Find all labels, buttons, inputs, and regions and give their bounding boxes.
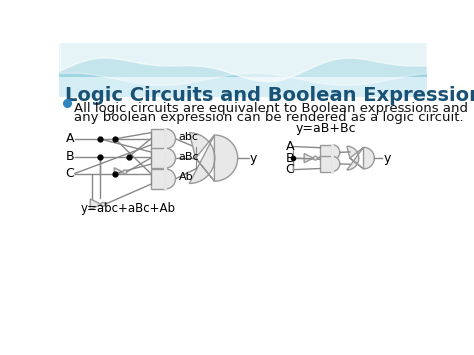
Polygon shape xyxy=(347,146,374,170)
Text: A: A xyxy=(65,132,74,145)
Circle shape xyxy=(123,170,127,174)
Circle shape xyxy=(313,156,317,160)
Text: C: C xyxy=(65,167,74,180)
Text: y: y xyxy=(250,152,257,165)
Text: abc: abc xyxy=(179,132,199,142)
Text: C: C xyxy=(285,163,294,176)
Text: A: A xyxy=(285,140,294,153)
Polygon shape xyxy=(189,133,237,184)
Text: Logic Circuits and Boolean Expressions: Logic Circuits and Boolean Expressions xyxy=(65,87,474,105)
Text: any boolean expression can be rendered as a logic circuit.: any boolean expression can be rendered a… xyxy=(74,111,464,124)
Text: All logic circuits are equivalent to Boolean expressions and: All logic circuits are equivalent to Boo… xyxy=(74,102,468,115)
Bar xyxy=(151,169,165,189)
Polygon shape xyxy=(90,199,101,210)
Bar xyxy=(151,129,165,149)
Wedge shape xyxy=(165,129,175,149)
Text: y=aB+Bc: y=aB+Bc xyxy=(296,122,356,135)
Text: aBc: aBc xyxy=(179,152,199,162)
Text: y: y xyxy=(383,152,391,165)
Circle shape xyxy=(101,202,105,206)
Wedge shape xyxy=(165,169,175,189)
Text: Ab: Ab xyxy=(179,172,193,182)
Wedge shape xyxy=(332,156,340,171)
Text: B: B xyxy=(285,152,294,165)
Bar xyxy=(59,43,427,81)
Bar xyxy=(320,156,332,171)
Bar xyxy=(151,148,165,168)
Wedge shape xyxy=(165,148,175,168)
Bar xyxy=(320,144,332,160)
Text: B: B xyxy=(65,150,74,163)
Text: y=abc+aBc+Ab: y=abc+aBc+Ab xyxy=(81,202,176,215)
Polygon shape xyxy=(114,168,123,176)
Wedge shape xyxy=(332,144,340,160)
Polygon shape xyxy=(304,153,313,163)
Bar xyxy=(59,77,427,97)
